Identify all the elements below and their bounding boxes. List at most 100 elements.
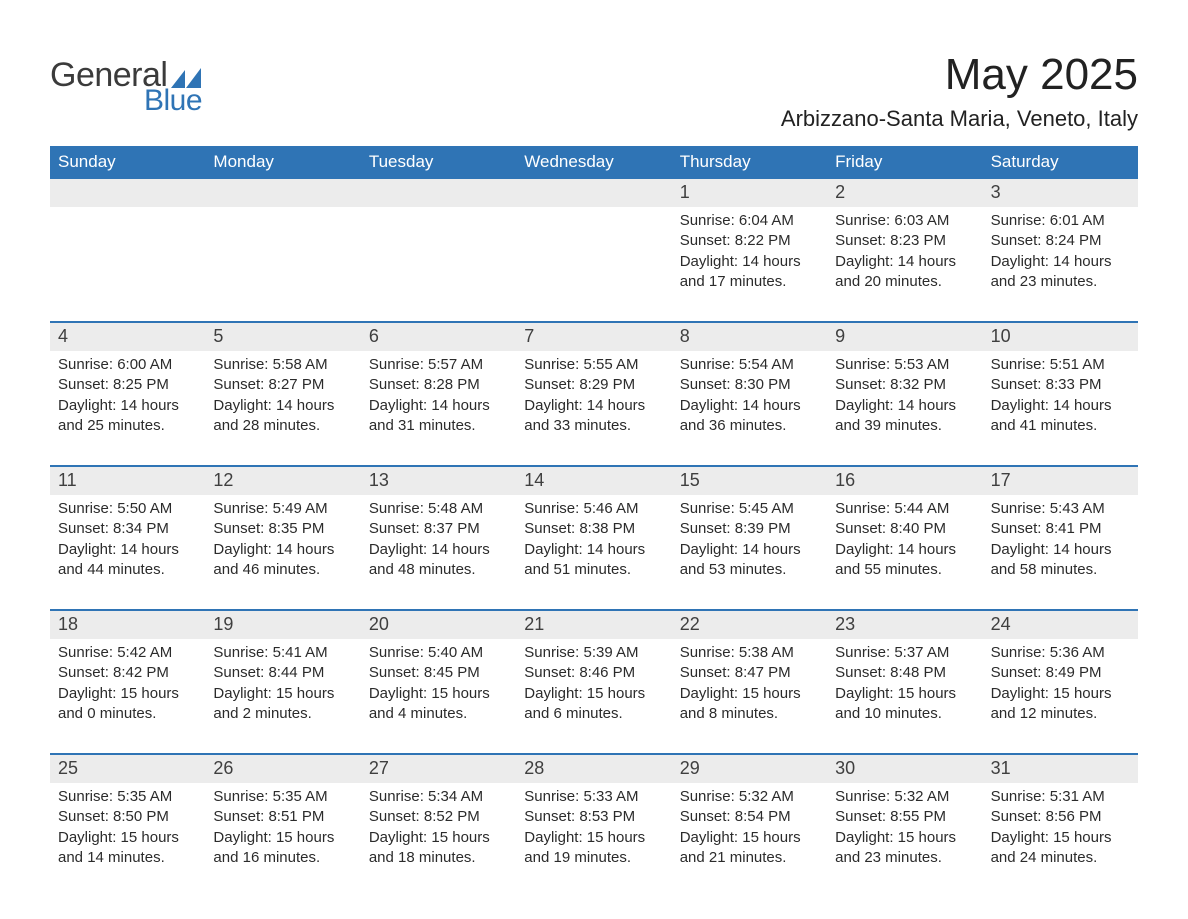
sunrise-text: Sunrise: 5:58 AM	[213, 355, 352, 375]
day-cell: Sunrise: 5:42 AMSunset: 8:42 PMDaylight:…	[50, 639, 205, 735]
day-number	[361, 179, 516, 207]
day-cell: Sunrise: 5:55 AMSunset: 8:29 PMDaylight:…	[516, 351, 671, 447]
sunset-text: Sunset: 8:29 PM	[524, 375, 663, 395]
sunrise-text: Sunrise: 5:42 AM	[58, 643, 197, 663]
day-cell: Sunrise: 5:44 AMSunset: 8:40 PMDaylight:…	[827, 495, 982, 591]
daylight-text: Daylight: 14 hours and 58 minutes.	[991, 540, 1130, 581]
daylight-text: Daylight: 15 hours and 16 minutes.	[213, 828, 352, 869]
day-content-row: Sunrise: 5:35 AMSunset: 8:50 PMDaylight:…	[50, 783, 1138, 879]
daylight-text: Daylight: 14 hours and 36 minutes.	[680, 396, 819, 437]
daylight-text: Daylight: 15 hours and 0 minutes.	[58, 684, 197, 725]
day-number: 12	[205, 467, 360, 495]
sunset-text: Sunset: 8:34 PM	[58, 519, 197, 539]
weekday-header: Saturday	[983, 146, 1138, 179]
daylight-text: Daylight: 15 hours and 4 minutes.	[369, 684, 508, 725]
sunrise-text: Sunrise: 5:49 AM	[213, 499, 352, 519]
sunrise-text: Sunrise: 5:45 AM	[680, 499, 819, 519]
day-number: 21	[516, 611, 671, 639]
day-number: 18	[50, 611, 205, 639]
day-cell: Sunrise: 5:40 AMSunset: 8:45 PMDaylight:…	[361, 639, 516, 735]
sunrise-text: Sunrise: 5:35 AM	[213, 787, 352, 807]
daylight-text: Daylight: 14 hours and 20 minutes.	[835, 252, 974, 293]
sunrise-text: Sunrise: 5:57 AM	[369, 355, 508, 375]
sunset-text: Sunset: 8:40 PM	[835, 519, 974, 539]
calendar-week: 25262728293031Sunrise: 5:35 AMSunset: 8:…	[50, 753, 1138, 879]
day-cell: Sunrise: 5:54 AMSunset: 8:30 PMDaylight:…	[672, 351, 827, 447]
day-number: 22	[672, 611, 827, 639]
sunset-text: Sunset: 8:47 PM	[680, 663, 819, 683]
day-cell: Sunrise: 6:01 AMSunset: 8:24 PMDaylight:…	[983, 207, 1138, 303]
day-content-row: Sunrise: 5:50 AMSunset: 8:34 PMDaylight:…	[50, 495, 1138, 591]
daylight-text: Daylight: 14 hours and 28 minutes.	[213, 396, 352, 437]
month-title: May 2025	[781, 50, 1138, 100]
daylight-text: Daylight: 14 hours and 55 minutes.	[835, 540, 974, 581]
daylight-text: Daylight: 14 hours and 51 minutes.	[524, 540, 663, 581]
sunset-text: Sunset: 8:30 PM	[680, 375, 819, 395]
daylight-text: Daylight: 15 hours and 24 minutes.	[991, 828, 1130, 869]
sunrise-text: Sunrise: 5:53 AM	[835, 355, 974, 375]
day-cell	[361, 207, 516, 303]
sunset-text: Sunset: 8:39 PM	[680, 519, 819, 539]
logo-text-blue: Blue	[144, 86, 202, 116]
sunrise-text: Sunrise: 5:48 AM	[369, 499, 508, 519]
sunset-text: Sunset: 8:54 PM	[680, 807, 819, 827]
day-cell: Sunrise: 5:35 AMSunset: 8:50 PMDaylight:…	[50, 783, 205, 879]
sunrise-text: Sunrise: 5:33 AM	[524, 787, 663, 807]
day-number: 8	[672, 323, 827, 351]
sunrise-text: Sunrise: 5:38 AM	[680, 643, 819, 663]
day-cell: Sunrise: 5:32 AMSunset: 8:54 PMDaylight:…	[672, 783, 827, 879]
sunset-text: Sunset: 8:51 PM	[213, 807, 352, 827]
day-number: 3	[983, 179, 1138, 207]
day-number: 23	[827, 611, 982, 639]
weekday-header-row: Sunday Monday Tuesday Wednesday Thursday…	[50, 146, 1138, 179]
sunrise-text: Sunrise: 5:35 AM	[58, 787, 197, 807]
sunrise-text: Sunrise: 5:39 AM	[524, 643, 663, 663]
sunset-text: Sunset: 8:25 PM	[58, 375, 197, 395]
sunrise-text: Sunrise: 5:32 AM	[835, 787, 974, 807]
sunrise-text: Sunrise: 5:32 AM	[680, 787, 819, 807]
day-number-row: 25262728293031	[50, 755, 1138, 783]
sunrise-text: Sunrise: 5:46 AM	[524, 499, 663, 519]
day-number: 28	[516, 755, 671, 783]
day-cell: Sunrise: 5:38 AMSunset: 8:47 PMDaylight:…	[672, 639, 827, 735]
day-number-row: 45678910	[50, 323, 1138, 351]
daylight-text: Daylight: 14 hours and 17 minutes.	[680, 252, 819, 293]
calendar-week: 18192021222324Sunrise: 5:42 AMSunset: 8:…	[50, 609, 1138, 735]
daylight-text: Daylight: 15 hours and 23 minutes.	[835, 828, 974, 869]
daylight-text: Daylight: 15 hours and 21 minutes.	[680, 828, 819, 869]
day-cell: Sunrise: 5:50 AMSunset: 8:34 PMDaylight:…	[50, 495, 205, 591]
calendar-week: 123Sunrise: 6:04 AMSunset: 8:22 PMDaylig…	[50, 179, 1138, 303]
day-number: 5	[205, 323, 360, 351]
day-cell: Sunrise: 5:41 AMSunset: 8:44 PMDaylight:…	[205, 639, 360, 735]
sunrise-text: Sunrise: 5:44 AM	[835, 499, 974, 519]
sunrise-text: Sunrise: 5:41 AM	[213, 643, 352, 663]
day-cell: Sunrise: 5:33 AMSunset: 8:53 PMDaylight:…	[516, 783, 671, 879]
day-number	[50, 179, 205, 207]
daylight-text: Daylight: 15 hours and 12 minutes.	[991, 684, 1130, 725]
day-number: 19	[205, 611, 360, 639]
day-number: 30	[827, 755, 982, 783]
day-number-row: 11121314151617	[50, 467, 1138, 495]
day-cell	[205, 207, 360, 303]
sunset-text: Sunset: 8:55 PM	[835, 807, 974, 827]
sunrise-text: Sunrise: 5:54 AM	[680, 355, 819, 375]
sunset-text: Sunset: 8:46 PM	[524, 663, 663, 683]
day-number: 17	[983, 467, 1138, 495]
day-cell: Sunrise: 5:45 AMSunset: 8:39 PMDaylight:…	[672, 495, 827, 591]
sunrise-text: Sunrise: 6:01 AM	[991, 211, 1130, 231]
daylight-text: Daylight: 14 hours and 44 minutes.	[58, 540, 197, 581]
day-cell	[516, 207, 671, 303]
sunset-text: Sunset: 8:38 PM	[524, 519, 663, 539]
day-number: 14	[516, 467, 671, 495]
daylight-text: Daylight: 15 hours and 14 minutes.	[58, 828, 197, 869]
day-number: 26	[205, 755, 360, 783]
day-number-row: 18192021222324	[50, 611, 1138, 639]
sunset-text: Sunset: 8:24 PM	[991, 231, 1130, 251]
sunset-text: Sunset: 8:44 PM	[213, 663, 352, 683]
day-number: 6	[361, 323, 516, 351]
day-number: 9	[827, 323, 982, 351]
sunrise-text: Sunrise: 5:31 AM	[991, 787, 1130, 807]
sunset-text: Sunset: 8:32 PM	[835, 375, 974, 395]
day-cell: Sunrise: 5:34 AMSunset: 8:52 PMDaylight:…	[361, 783, 516, 879]
day-number: 13	[361, 467, 516, 495]
